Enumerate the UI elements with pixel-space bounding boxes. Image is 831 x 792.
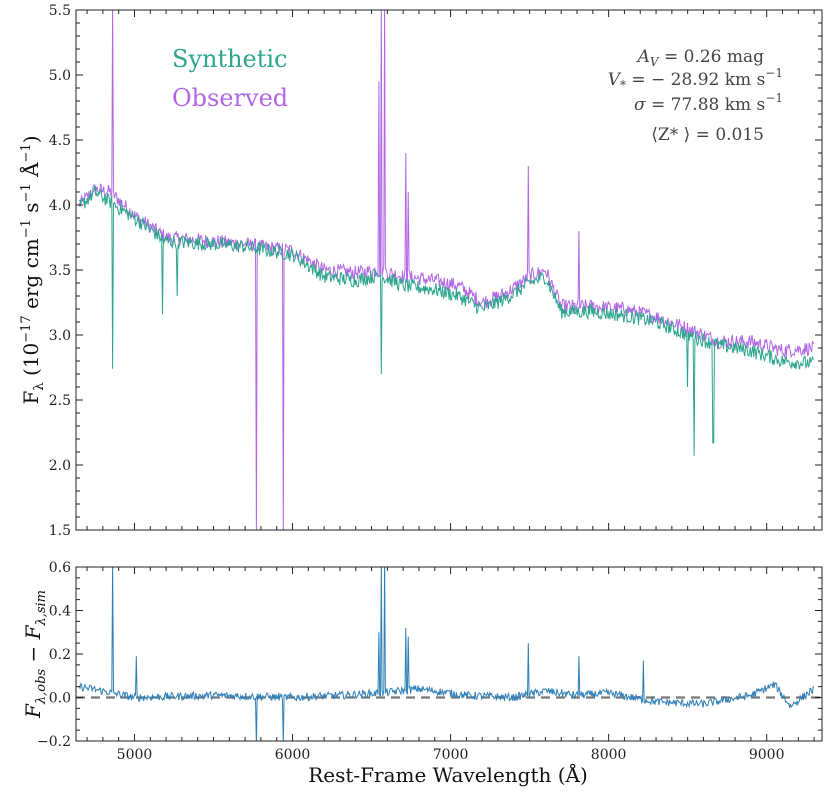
y-tick-label: 5.0 [49,68,71,84]
bottom-plot-area [76,567,822,741]
y-tick-label: 0.2 [49,647,71,663]
bottom-xlabel: Rest-Frame Wavelength (Å) [308,762,588,787]
annotation-vstar-text: = − 28.92 km s [626,70,765,90]
annotation-av: AV = 0.26 mag [636,47,765,69]
annotation-sigma: σ = 77.88 km s−1 [634,91,783,115]
annotation-sigma-var: σ [634,95,646,115]
x-tick-label: 7000 [433,747,469,763]
annotation-vstar-sub: * [620,78,626,92]
x-tick-label: 9000 [749,747,785,763]
legend-observed: Observed [172,84,288,112]
bottom-panel: 5000 6000 7000 8000 9000 −0.2 0.0 0.2 0.4 0.6 Res… [21,560,823,787]
legend-synthetic: Synthetic [172,45,288,73]
top-panel: 1.5 2.0 2.5 3.0 3.5 4.0 4.5 5.0 5.5 Fλ (10−17 er… [18,3,823,539]
series-synthetic [78,185,814,456]
bottom-ylabel: Fλ,obs − Fλ,sim [21,590,49,719]
annotation-vstar-var: V [608,70,622,90]
y-tick-label: 2.5 [49,393,71,409]
x-tick-label: 8000 [591,747,627,763]
x-tick-label: 6000 [275,747,311,763]
annotation-sigma-text: = 77.88 km s [646,95,766,115]
y-tick-label: 0.6 [49,560,71,576]
annotation-zstar: ⟨Z* ⟩ = 0.015 [651,125,764,145]
annotation-sigma-sup: −1 [765,91,783,105]
y-tick-label: 5.5 [49,3,71,19]
y-tick-label: 0.0 [49,691,71,707]
y-tick-label: 0.4 [49,604,71,620]
annotation-av-text: = 0.26 mag [659,47,765,67]
y-tick-label: 3.5 [49,263,71,279]
y-tick-label: 3.0 [49,328,71,344]
bottom-axis-ticks: 5000 6000 7000 8000 9000 −0.2 0.0 0.2 0.4 0.6 [37,560,822,763]
y-tick-label: 4.5 [49,133,71,149]
top-plot-area [78,10,814,530]
annotation-av-sub: V [650,55,660,69]
y-tick-label: −0.2 [37,734,71,750]
top-axis-ticks: 1.5 2.0 2.5 3.0 3.5 4.0 4.5 5.0 5.5 [49,3,822,539]
annotation-vstar-sup: −1 [765,66,783,80]
y-tick-label: 2.0 [49,458,71,474]
top-ylabel: Fλ (10−17 erg cm−1 s−1 Å−1) [18,135,47,404]
y-tick-label: 1.5 [49,523,71,539]
series-residual [78,567,814,741]
annotation-vstar: V* = − 28.92 km s−1 [608,66,783,92]
annotation-av-var: A [636,47,650,67]
x-tick-label: 5000 [117,747,153,763]
y-tick-label: 4.0 [49,198,71,214]
